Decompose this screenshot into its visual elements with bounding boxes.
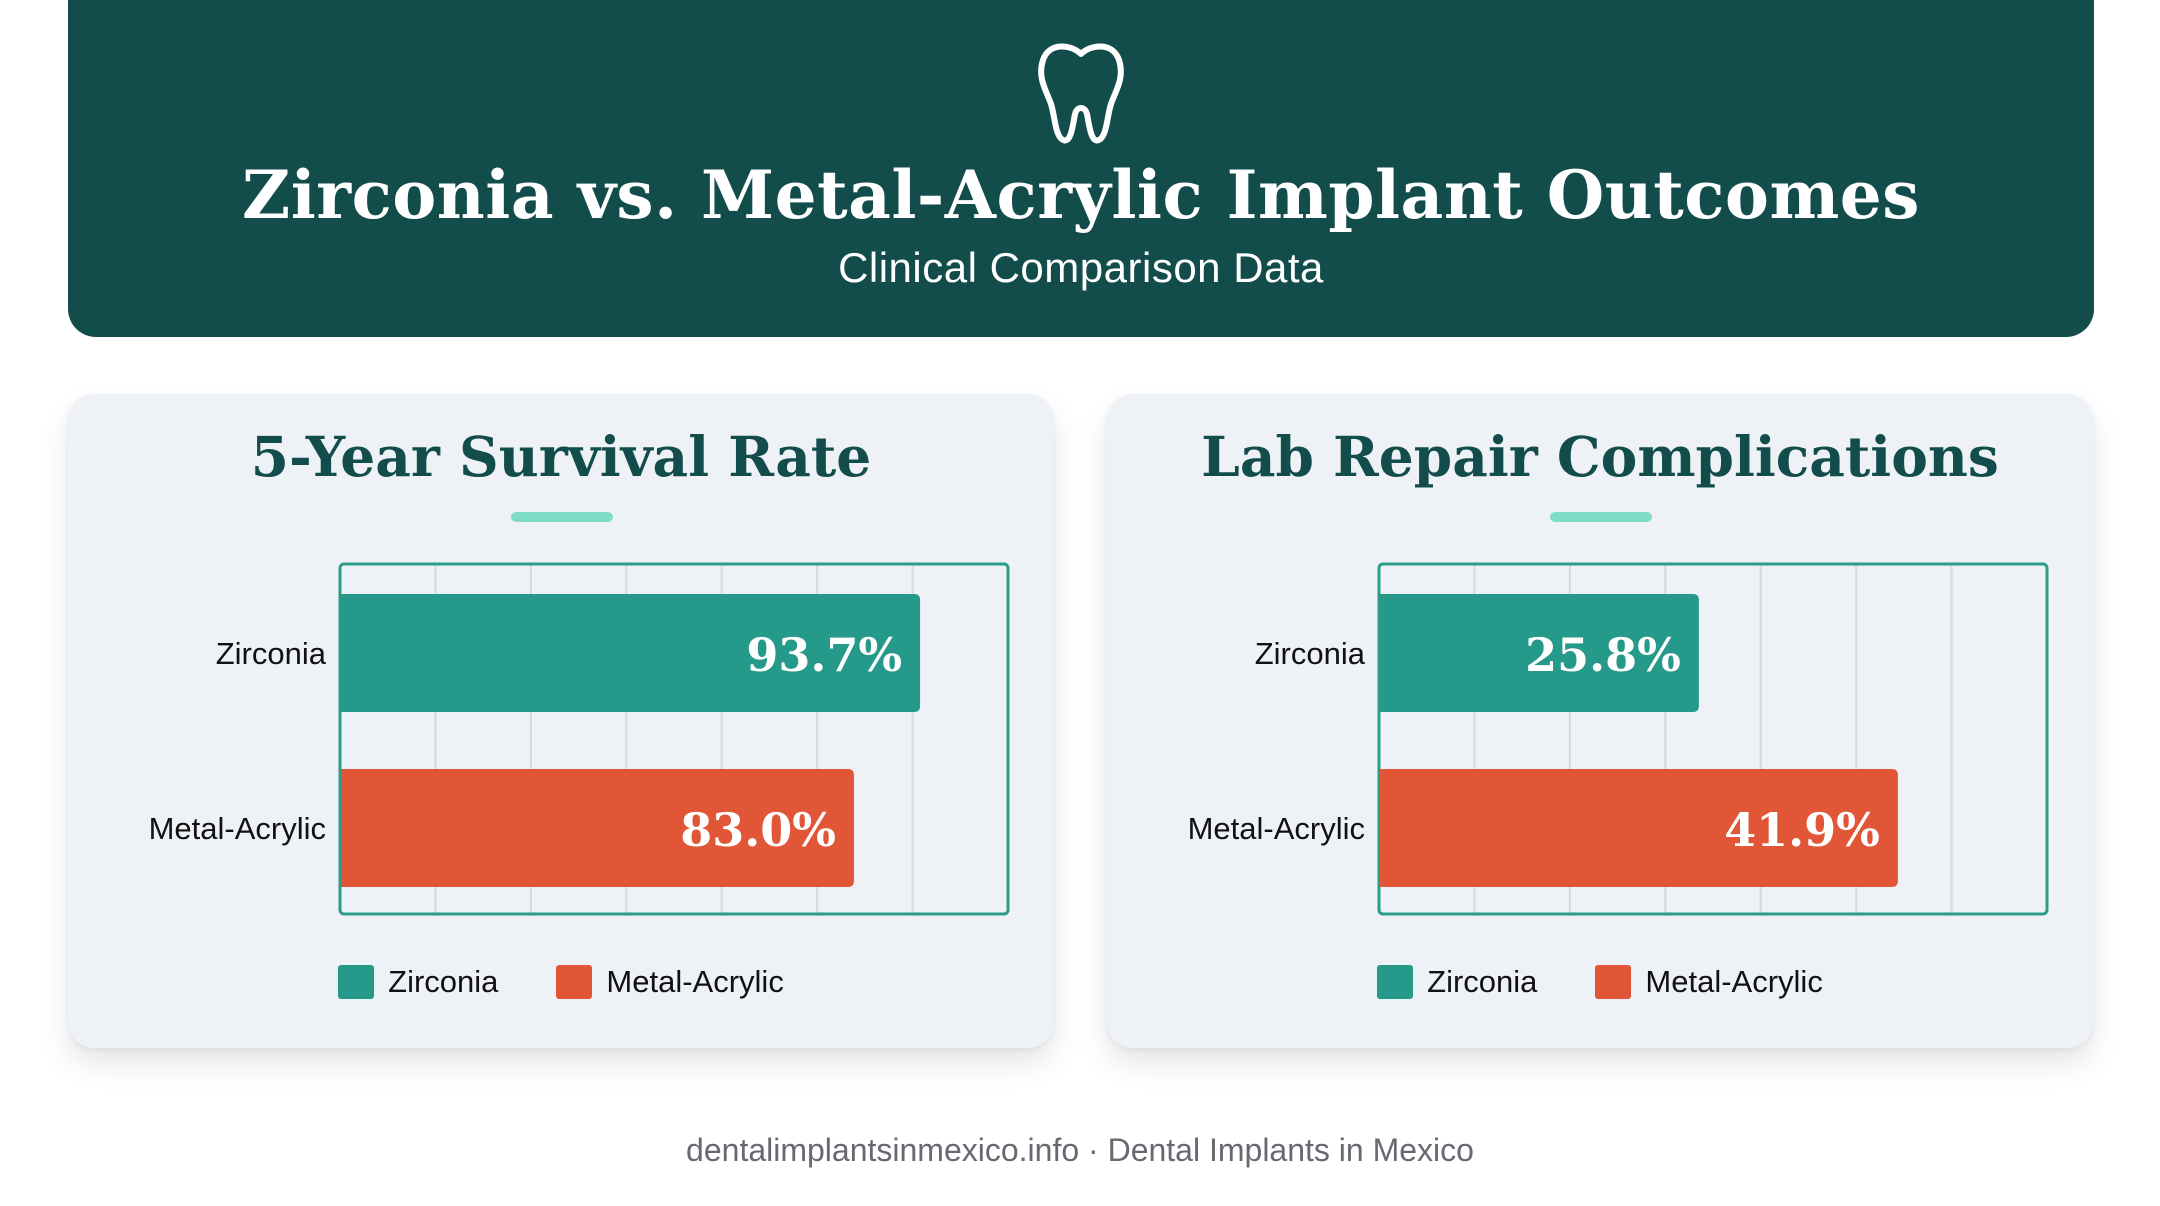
survival-rate-card: 5-Year Survival Rate Zirconia 93.7% Metal-… [68,394,1054,1048]
category-label: Zirconia [1255,636,1366,671]
legend-item-metal-acrylic: Metal-Acrylic [556,964,784,1000]
page-title: Zirconia vs. Metal-Acrylic Implant Outco… [242,156,1920,234]
chart-title: Lab Repair Complications [1201,424,1999,489]
value-label: 41.9% [1724,803,1880,857]
chart-legend: Zirconia Metal-Acrylic [68,964,1054,1000]
legend-label: Metal-Acrylic [1645,964,1823,999]
bar-zirconia [341,594,921,712]
page-subtitle: Clinical Comparison Data [838,244,1324,291]
legend-item-zirconia: Zirconia [1377,964,1537,1000]
chart-legend: Zirconia Metal-Acrylic [1107,964,2093,1000]
legend-item-zirconia: Zirconia [338,964,498,1000]
category-label: Metal-Acrylic [149,811,326,846]
chart-title: 5-Year Survival Rate [250,424,872,489]
plot-frame [1377,562,2049,916]
value-label: 83.0% [680,803,836,857]
legend-swatch-zirconia [1377,965,1414,999]
title-underline [1550,512,1652,522]
footer-credit: dentalimplantsinmexico.info · Dental Imp… [686,1132,1474,1168]
legend-label: Zirconia [388,964,499,999]
bar-metal-acrylic [341,769,854,887]
legend-swatch-metal-acrylic [556,965,593,999]
lab-repair-chart: Zirconia 25.8% Metal-Acrylic 41.9% [1188,562,2049,916]
category-label: Metal-Acrylic [1188,811,1365,846]
tooth-icon [1038,43,1124,144]
survival-rate-chart: Zirconia 93.7% Metal-Acrylic 83.0% [149,562,1010,916]
legend-swatch-metal-acrylic [1595,965,1632,999]
plot-frame [338,562,1010,916]
legend-label: Metal-Acrylic [606,964,784,999]
category-label: Zirconia [216,636,327,671]
header-banner: Zirconia vs. Metal-Acrylic Implant Outco… [68,0,2094,337]
title-underline [511,512,613,522]
legend-swatch-zirconia [338,965,375,999]
legend-label: Zirconia [1427,964,1538,999]
legend-item-metal-acrylic: Metal-Acrylic [1595,964,1823,1000]
bar-zirconia [1380,594,1699,712]
value-label: 93.7% [746,628,902,682]
value-label: 25.8% [1525,628,1681,682]
bar-metal-acrylic [1380,769,1898,887]
lab-repair-card: Lab Repair Complications Zirconia 25.8% Me… [1107,394,2093,1048]
